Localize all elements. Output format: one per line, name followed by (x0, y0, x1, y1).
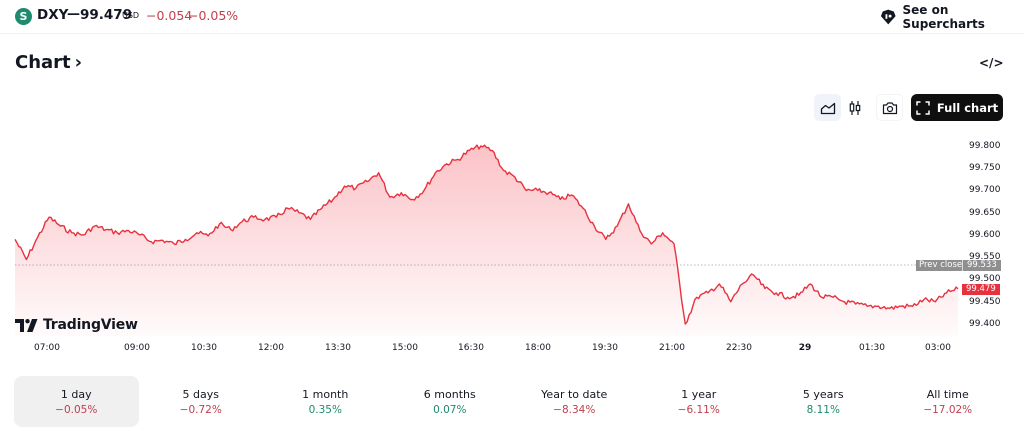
period-tab-year-to-date[interactable]: Year to date −8.34% (512, 376, 637, 427)
symbol-name[interactable]: DXY (37, 7, 69, 23)
period-change: −6.11% (677, 403, 720, 416)
tradingview-badge-icon (880, 9, 896, 25)
period-change: −0.05% (55, 403, 98, 416)
full-chart-label: Full chart (936, 100, 999, 115)
symbol-logo-icon: S (15, 8, 32, 25)
period-label: 1 year (681, 387, 717, 401)
period-label: 1 month (302, 387, 349, 401)
x-axis-tick: 12:00 (258, 343, 284, 353)
period-tab-6-months[interactable]: 6 months 0.07% (388, 376, 513, 427)
symbol-header: S DXY — 99.479 USD −0.054 −0.05% See on … (0, 0, 1024, 34)
chart-style-toggle (814, 94, 868, 121)
tradingview-label: TradingView (43, 317, 138, 333)
candlestick-icon (849, 100, 860, 115)
period-tab-5-days[interactable]: 5 days −0.72% (139, 376, 264, 427)
x-axis-tick: 16:30 (458, 343, 484, 353)
period-label: All time (926, 387, 969, 401)
tradingview-logo[interactable]: TradingView (15, 317, 138, 333)
full-chart-button[interactable]: Full chart (911, 94, 1003, 121)
camera-icon (882, 101, 897, 114)
y-axis-tick: 99.650 (969, 208, 1001, 218)
prev-close-value: 99.533 (962, 260, 1001, 271)
period-label: Year to date (541, 387, 608, 401)
price-change: −0.054 (146, 8, 193, 23)
snapshot-button[interactable] (876, 94, 903, 121)
separator: — (67, 7, 80, 22)
x-axis-tick: 22:30 (726, 343, 752, 353)
tradingview-logo-icon (15, 318, 38, 332)
x-axis-tick: 18:00 (525, 343, 551, 353)
period-tab-5-years[interactable]: 5 years 8.11% (761, 376, 886, 427)
last-price: 99.479 (80, 7, 133, 23)
y-axis-tick: 99.600 (969, 230, 1001, 240)
period-change: 0.07% (433, 403, 467, 416)
price-line (14, 144, 959, 325)
period-change: 8.11% (806, 403, 840, 416)
chart-section-title[interactable]: Chart › (15, 52, 82, 73)
last-price-tag: 99.479 (962, 284, 1000, 295)
period-label: 6 months (423, 387, 476, 401)
period-label: 5 days (182, 387, 219, 401)
period-change: −0.72% (179, 403, 222, 416)
area-chart-icon (820, 102, 835, 114)
y-axis-tick: 99.400 (969, 319, 1001, 329)
period-change: 0.35% (308, 403, 342, 416)
price-change-percent: −0.05% (188, 8, 239, 23)
y-axis-tick: 99.700 (969, 185, 1001, 195)
y-axis-tick: 99.750 (969, 163, 1001, 173)
fullscreen-icon (916, 100, 930, 115)
y-axis-tick: 99.500 (969, 274, 1001, 284)
x-axis-tick: 19:30 (592, 343, 618, 353)
period-tab-all-time[interactable]: All time −17.02% (886, 376, 1011, 427)
x-axis-tick-date: 29 (798, 343, 812, 353)
x-axis-tick: 13:30 (325, 343, 351, 353)
price-area (15, 145, 958, 336)
period-change: −8.34% (553, 403, 596, 416)
period-change: −17.02% (923, 403, 973, 416)
period-label: 1 day (60, 387, 92, 401)
y-axis-tick: 99.800 (969, 141, 1001, 151)
chevron-right-icon: › (74, 52, 83, 73)
embed-code-icon[interactable]: </> (979, 56, 1004, 70)
x-axis-tick: 07:00 (34, 343, 60, 353)
see-on-supercharts-label: See on Supercharts (902, 3, 985, 31)
period-tab-1-day[interactable]: 1 day −0.05% (14, 376, 139, 427)
see-on-supercharts-link[interactable]: See on Supercharts (880, 3, 1024, 31)
y-axis-tick: 99.550 (969, 252, 1001, 262)
x-axis-tick: 03:00 (925, 343, 951, 353)
chart-title-label: Chart (15, 52, 71, 73)
period-tabs: 1 day −0.05% 5 days −0.72% 1 month 0.35%… (14, 376, 1010, 427)
x-axis-tick: 01:30 (859, 343, 885, 353)
x-axis-tick: 10:30 (191, 343, 217, 353)
x-axis-tick: 21:00 (659, 343, 685, 353)
y-axis-tick: 99.450 (969, 297, 1001, 307)
period-tab-1-year[interactable]: 1 year −6.11% (637, 376, 762, 427)
x-axis-tick: 09:00 (124, 343, 150, 353)
period-label: 5 years (802, 387, 844, 401)
period-tab-1-month[interactable]: 1 month 0.35% (263, 376, 388, 427)
candlestick-button[interactable] (841, 94, 868, 121)
x-axis-tick: 15:00 (392, 343, 418, 353)
currency: USD (122, 11, 140, 20)
prev-close-tag: Prev close (916, 260, 966, 271)
area-chart-button[interactable] (814, 94, 841, 121)
